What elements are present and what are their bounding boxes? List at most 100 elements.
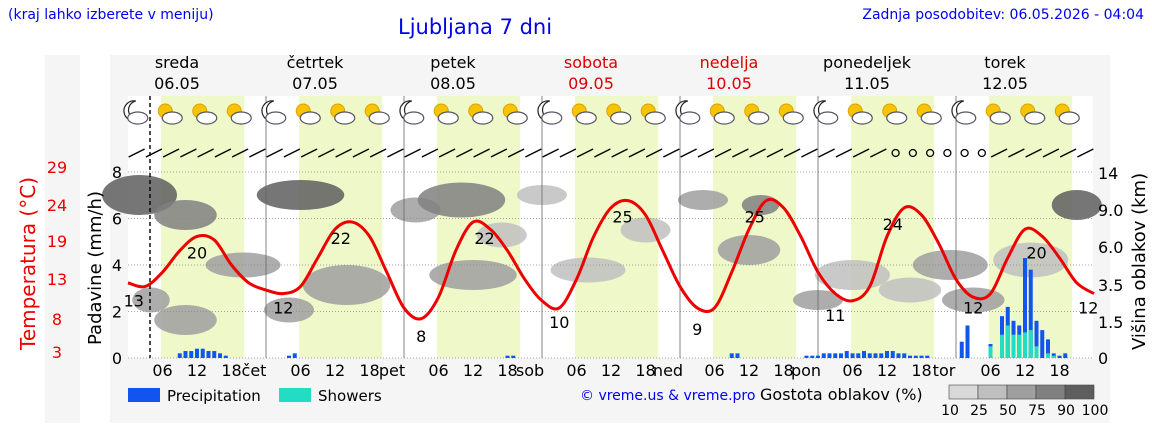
- cloud-icon: [1024, 111, 1046, 125]
- x-tick-label: 12: [601, 361, 621, 380]
- wind-barb-icon: [783, 148, 801, 158]
- wind-barb-icon: [576, 148, 594, 158]
- precipitation-bar: [206, 351, 211, 358]
- precipitation-bar: [505, 355, 510, 358]
- cloud-area: [878, 277, 942, 303]
- temperature-label: 22: [331, 229, 351, 248]
- x-tick-label: 12: [463, 361, 483, 380]
- wind-barb-icon: [1025, 148, 1042, 158]
- x-tick-label: 18: [359, 361, 379, 380]
- credit-link[interactable]: © vreme.us & vreme.pro: [580, 388, 756, 404]
- precipitation-bar: [885, 351, 889, 358]
- precipitation-bar: [896, 353, 901, 358]
- cloud-density-swatch: [948, 384, 979, 400]
- precipitation-bar: [729, 353, 734, 358]
- temperature-label: 12: [963, 299, 983, 318]
- precipitation-bar: [1046, 339, 1050, 358]
- x-tick-label: 06: [428, 361, 448, 380]
- wind-barb-icon: [663, 148, 680, 158]
- cloud-height-tick-label: 9.0: [1098, 201, 1123, 220]
- wind-barb-icon: [369, 148, 387, 158]
- showers-bar: [1046, 353, 1050, 358]
- wind-barb-icon: [335, 148, 352, 158]
- cloud-density-level: 75: [1028, 403, 1046, 419]
- x-tick-label: 12: [187, 361, 207, 380]
- wind-barb-icon: [835, 148, 853, 158]
- wind-barb-icon: [732, 148, 749, 158]
- day-date: 09.05: [568, 74, 614, 93]
- showers-legend-label: Showers: [318, 387, 382, 405]
- precipitation-legend-label: Precipitation: [167, 387, 261, 405]
- temperature-label: 11: [825, 306, 845, 325]
- wind-barb-icon: [1077, 148, 1094, 158]
- cloud-area: [256, 180, 345, 210]
- precipitation-bar: [833, 353, 838, 358]
- cloud-density-title: Gostota oblakov (%): [760, 385, 923, 404]
- showers-legend-swatch: [279, 388, 311, 402]
- x-tick-label: pet: [379, 361, 405, 380]
- wind-calm-icon: [943, 148, 952, 158]
- cloud-icon: [541, 111, 563, 125]
- showers-bar: [1034, 346, 1039, 358]
- wind-barb-icon: [387, 148, 404, 158]
- day-date: 10.05: [706, 74, 752, 93]
- cloud-icon: [161, 111, 183, 125]
- precipitation-bar: [1028, 269, 1033, 358]
- precipitation-bar: [867, 353, 872, 358]
- cloud-icon: [679, 111, 701, 125]
- cloud-icon: [575, 111, 597, 125]
- showers-bar: [1028, 330, 1033, 358]
- x-tick-label: sob: [516, 361, 544, 380]
- precipitation-bar: [1034, 320, 1039, 358]
- wind-barb-icon: [714, 148, 732, 158]
- day-name: nedelja: [700, 53, 759, 72]
- wind-barb-icon: [421, 148, 439, 158]
- temperature-label: 12: [273, 299, 293, 318]
- cloud-density-level: 50: [999, 403, 1017, 419]
- wind-barb-icon: [128, 148, 145, 158]
- precip-tick-label: 0: [112, 349, 122, 368]
- showers-bar: [988, 346, 993, 358]
- precipitation-bar: [1040, 330, 1045, 358]
- wind-barb-icon: [680, 148, 697, 158]
- last-update: Zadnja posodobitev: 06.05.2026 - 04:04: [862, 7, 1144, 23]
- cloud-icon: [506, 111, 528, 125]
- day-name: ponedeljek: [823, 53, 912, 72]
- precipitation-bar: [821, 353, 826, 358]
- precipitation-bar: [189, 351, 194, 358]
- cloud-density-level: 25: [970, 403, 988, 419]
- wind-barb-icon: [162, 148, 180, 158]
- x-tick-label: 06: [290, 361, 310, 380]
- temperature-label: 25: [612, 208, 632, 227]
- x-tick-label: 18: [1049, 361, 1069, 380]
- x-tick-label: ned: [653, 361, 683, 380]
- precipitation-bar: [200, 348, 205, 358]
- wind-barb-icon: [214, 148, 232, 158]
- precip-tick-label: 8: [112, 163, 122, 182]
- page-title: Ljubljana 7 dni: [398, 15, 553, 39]
- cloud-area: [154, 200, 217, 230]
- wind-barb-icon: [197, 148, 214, 158]
- precipitation-bar: [856, 353, 861, 358]
- cloud-area: [264, 297, 314, 323]
- daylight-band: [713, 96, 797, 358]
- x-tick-label: 06: [980, 361, 1000, 380]
- cloud-icon: [851, 111, 873, 125]
- precipitation-bar: [913, 355, 918, 358]
- location-hint[interactable]: (kraj lahko izberete v meniju): [8, 7, 214, 23]
- temperature-tick-label: 24: [47, 196, 67, 215]
- x-tick-label: 18: [635, 361, 655, 380]
- temperature-label: 24: [883, 215, 903, 234]
- x-tick-label: 18: [911, 361, 931, 380]
- cloud-density-swatch: [1064, 384, 1095, 400]
- precipitation-bar: [839, 353, 843, 358]
- cloud-icon: [955, 111, 977, 125]
- left-axis-panel: [45, 55, 80, 423]
- cloud-icon: [403, 111, 425, 125]
- precipitation-bar: [879, 353, 884, 358]
- precipitation-bar: [919, 355, 924, 358]
- precip-tick-label: 4: [112, 256, 122, 275]
- precip-tick-label: 2: [112, 303, 122, 322]
- cloud-height-tick-label: 14: [1098, 164, 1118, 183]
- wind-barb-icon: [697, 148, 715, 158]
